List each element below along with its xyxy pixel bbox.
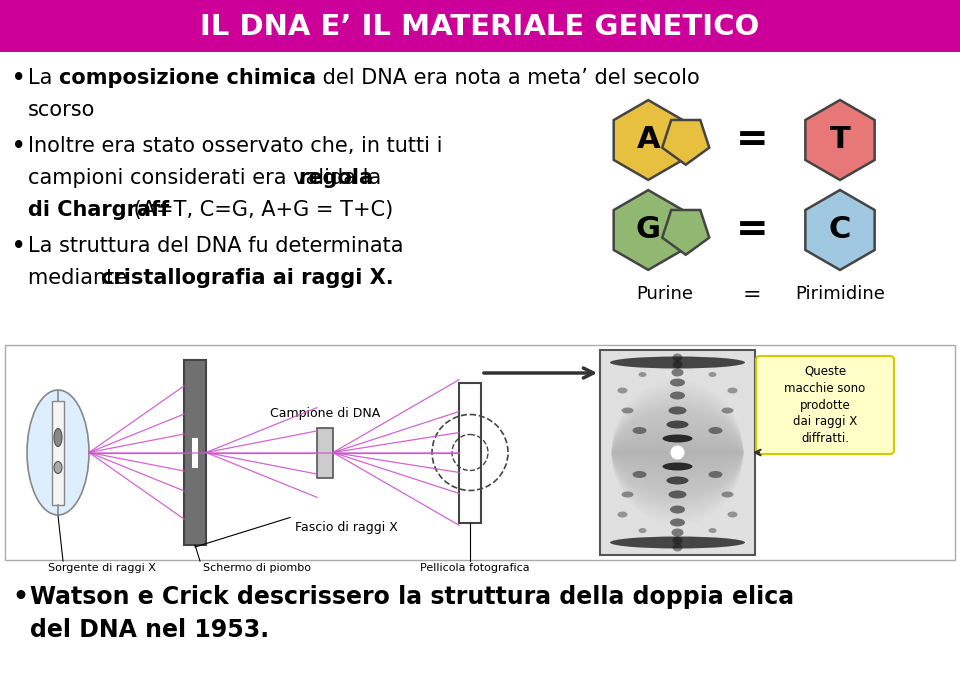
Text: •: •: [12, 585, 28, 609]
Text: Pirimidine: Pirimidine: [795, 285, 885, 303]
Ellipse shape: [666, 421, 688, 429]
Ellipse shape: [708, 471, 723, 478]
Text: regola: regola: [298, 168, 373, 188]
Ellipse shape: [670, 506, 685, 514]
Ellipse shape: [673, 543, 683, 551]
Text: mediante: mediante: [28, 268, 133, 288]
Ellipse shape: [27, 390, 89, 515]
Text: Campione di DNA: Campione di DNA: [270, 406, 380, 419]
Ellipse shape: [722, 491, 733, 497]
Polygon shape: [613, 100, 683, 180]
Text: Fascio di raggi X: Fascio di raggi X: [295, 520, 397, 533]
FancyBboxPatch shape: [459, 383, 481, 522]
Ellipse shape: [670, 379, 685, 387]
Text: del DNA nel 1953.: del DNA nel 1953.: [30, 618, 269, 642]
Polygon shape: [662, 210, 709, 254]
Ellipse shape: [638, 528, 646, 533]
Text: Sorgente di raggi X: Sorgente di raggi X: [48, 563, 156, 573]
Ellipse shape: [54, 429, 62, 446]
Text: scorso: scorso: [28, 100, 95, 120]
Text: Schermo di piombo: Schermo di piombo: [203, 563, 311, 573]
Ellipse shape: [728, 387, 737, 394]
Text: Inoltre era stato osservato che, in tutti i: Inoltre era stato osservato che, in tutt…: [28, 136, 443, 156]
Ellipse shape: [670, 446, 684, 460]
Ellipse shape: [708, 427, 723, 434]
Text: (A=T, C=G, A+G = T+C): (A=T, C=G, A+G = T+C): [127, 200, 394, 220]
Ellipse shape: [708, 372, 716, 377]
Text: T: T: [829, 126, 851, 155]
FancyBboxPatch shape: [756, 356, 894, 454]
FancyBboxPatch shape: [5, 345, 955, 560]
FancyBboxPatch shape: [600, 350, 755, 555]
Ellipse shape: [673, 537, 683, 545]
Ellipse shape: [722, 408, 733, 414]
Text: Queste
macchie sono
prodotte
dai raggi X
diffratti.: Queste macchie sono prodotte dai raggi X…: [784, 364, 866, 446]
Ellipse shape: [670, 518, 685, 526]
FancyBboxPatch shape: [52, 400, 64, 504]
Ellipse shape: [671, 369, 684, 377]
Ellipse shape: [54, 462, 62, 473]
Text: La struttura del DNA fu determinata: La struttura del DNA fu determinata: [28, 236, 403, 256]
Ellipse shape: [666, 477, 688, 485]
Text: Pellicola fotografica: Pellicola fotografica: [420, 563, 530, 573]
Ellipse shape: [708, 528, 716, 533]
Text: A: A: [636, 126, 660, 155]
Text: =: =: [735, 121, 768, 159]
Ellipse shape: [662, 435, 692, 443]
Ellipse shape: [673, 360, 683, 369]
Ellipse shape: [670, 392, 685, 400]
Ellipse shape: [621, 408, 634, 414]
Text: del DNA era nota a meta’ del secolo: del DNA era nota a meta’ del secolo: [316, 68, 700, 88]
FancyBboxPatch shape: [0, 0, 960, 52]
Ellipse shape: [673, 354, 683, 362]
Ellipse shape: [617, 387, 628, 394]
Text: campioni considerati era valida la: campioni considerati era valida la: [28, 168, 388, 188]
Text: Purine: Purine: [636, 285, 693, 303]
Ellipse shape: [617, 512, 628, 518]
Text: •: •: [12, 236, 25, 256]
Ellipse shape: [638, 372, 646, 377]
Ellipse shape: [610, 356, 745, 369]
Ellipse shape: [662, 462, 692, 470]
Text: di Chargraff: di Chargraff: [28, 200, 169, 220]
FancyBboxPatch shape: [317, 427, 333, 477]
Text: •: •: [12, 68, 25, 88]
Text: =: =: [743, 285, 761, 305]
Polygon shape: [805, 100, 875, 180]
Ellipse shape: [610, 537, 745, 549]
Text: G: G: [636, 215, 660, 244]
Text: La: La: [28, 68, 59, 88]
Ellipse shape: [633, 427, 646, 434]
Text: IL DNA E’ IL MATERIALE GENETICO: IL DNA E’ IL MATERIALE GENETICO: [201, 13, 759, 41]
Ellipse shape: [728, 512, 737, 518]
Text: •: •: [12, 136, 25, 156]
Polygon shape: [662, 120, 709, 165]
FancyBboxPatch shape: [192, 437, 198, 468]
Text: composizione chimica: composizione chimica: [59, 68, 316, 88]
Text: =: =: [735, 211, 768, 249]
Polygon shape: [805, 190, 875, 270]
Ellipse shape: [633, 471, 646, 478]
Polygon shape: [613, 190, 683, 270]
Ellipse shape: [671, 529, 684, 537]
Text: C: C: [828, 215, 852, 244]
Text: cristallografia ai raggi X.: cristallografia ai raggi X.: [101, 268, 394, 288]
Ellipse shape: [668, 406, 686, 414]
Text: Watson e Crick descrissero la struttura della doppia elica: Watson e Crick descrissero la struttura …: [30, 585, 794, 609]
Ellipse shape: [621, 491, 634, 497]
FancyBboxPatch shape: [184, 360, 206, 545]
Ellipse shape: [668, 491, 686, 499]
